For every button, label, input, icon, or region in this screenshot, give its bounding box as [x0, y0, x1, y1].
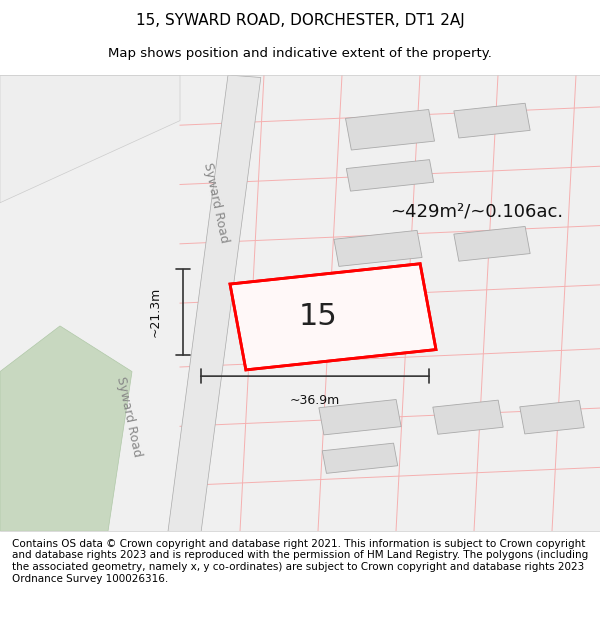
Text: Syward Road: Syward Road	[114, 376, 144, 459]
Polygon shape	[454, 103, 530, 138]
Polygon shape	[454, 226, 530, 261]
Polygon shape	[340, 274, 416, 304]
Text: ~429m²/~0.106ac.: ~429m²/~0.106ac.	[390, 203, 563, 221]
Polygon shape	[0, 326, 132, 531]
Polygon shape	[520, 401, 584, 434]
Text: 15: 15	[299, 302, 337, 331]
Polygon shape	[0, 75, 180, 202]
Text: ~36.9m: ~36.9m	[290, 394, 340, 408]
Polygon shape	[346, 159, 434, 191]
Text: ~21.3m: ~21.3m	[149, 287, 162, 338]
Polygon shape	[433, 400, 503, 434]
Polygon shape	[168, 75, 261, 534]
Text: Contains OS data © Crown copyright and database right 2021. This information is : Contains OS data © Crown copyright and d…	[12, 539, 588, 584]
Text: Syward Road: Syward Road	[201, 161, 231, 244]
Text: 15, SYWARD ROAD, DORCHESTER, DT1 2AJ: 15, SYWARD ROAD, DORCHESTER, DT1 2AJ	[136, 14, 464, 29]
Polygon shape	[319, 399, 401, 435]
Text: Map shows position and indicative extent of the property.: Map shows position and indicative extent…	[108, 48, 492, 61]
Polygon shape	[230, 264, 436, 370]
Polygon shape	[346, 109, 434, 150]
Polygon shape	[334, 231, 422, 266]
Polygon shape	[322, 443, 398, 473]
